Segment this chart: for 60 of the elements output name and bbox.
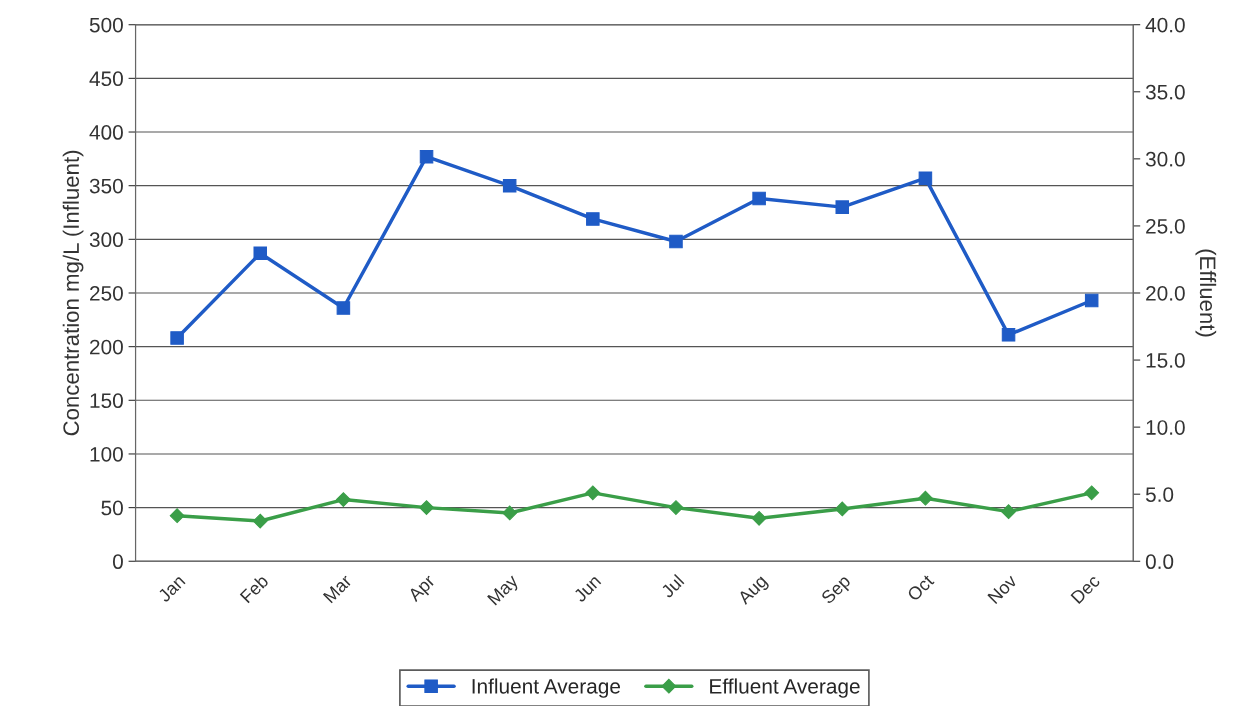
y2-tick-label: 35.0 <box>1145 84 1185 100</box>
point <box>336 492 351 507</box>
point <box>668 500 684 516</box>
point <box>918 171 933 185</box>
point <box>170 331 184 345</box>
y-axis-title: Concentration mg/L (Influent) <box>62 150 84 436</box>
x-tick-label: Jan <box>157 574 186 603</box>
x-tick-label: Mar <box>322 573 353 604</box>
x-tick-label: Oct <box>906 573 935 602</box>
point <box>502 178 517 193</box>
y2-tick-label: 15.0 <box>1146 353 1185 368</box>
legend-label: Effluent Average <box>710 678 860 698</box>
point <box>669 234 683 249</box>
point <box>336 301 351 315</box>
point <box>1001 504 1016 520</box>
point <box>751 510 767 526</box>
legend-label: Influent Average <box>472 678 621 698</box>
y2-tick-label: 0.0 <box>1145 554 1174 570</box>
point <box>1001 328 1016 342</box>
y-tick-label: 0 <box>112 554 123 570</box>
y-tick-label: 300 <box>89 232 123 248</box>
y2-tick-label: 5.0 <box>1145 487 1174 502</box>
point <box>586 212 600 226</box>
x-tick-label: Feb <box>239 573 270 604</box>
y-tick-label: 250 <box>90 285 123 301</box>
point <box>502 505 518 521</box>
point <box>419 500 434 516</box>
point <box>1084 293 1099 308</box>
y-tick-label: 500 <box>89 17 123 33</box>
point <box>419 149 434 164</box>
point <box>252 513 268 529</box>
x-tick-label: Jul <box>659 573 685 599</box>
x-tick-label: Jun <box>572 574 602 603</box>
point <box>834 501 850 517</box>
y2-tick-label: 25.0 <box>1146 218 1185 234</box>
x-tick-label: Dec <box>1070 573 1101 605</box>
y-tick-label: 450 <box>89 71 123 87</box>
x-tick-label: Aug <box>736 574 771 608</box>
y-tick-label: 400 <box>89 125 123 140</box>
x-tick-label: Nov <box>987 573 1018 605</box>
point <box>752 191 766 206</box>
y2-tick-label: 20.0 <box>1146 285 1185 301</box>
y2-tick-label: 30.0 <box>1145 151 1185 167</box>
point <box>253 246 268 261</box>
point <box>1084 485 1100 501</box>
y-tick-label: 100 <box>90 446 123 462</box>
y2-tick-label: 10.0 <box>1146 420 1185 435</box>
y2-tick-label: 40.0 <box>1145 17 1185 33</box>
y2-axis-title: (Effluent) <box>1195 249 1217 337</box>
x-tick-label: Sep <box>820 573 854 608</box>
point <box>169 508 185 524</box>
point <box>918 490 933 506</box>
y-tick-label: 200 <box>90 339 123 355</box>
y-tick-label: 350 <box>89 178 123 194</box>
point <box>585 485 601 501</box>
x-tick-label: May <box>487 573 522 609</box>
y-tick-label: 50 <box>101 500 123 516</box>
x-tick-label: Apr <box>407 573 439 605</box>
point <box>835 200 850 214</box>
y-tick-label: 150 <box>90 393 123 409</box>
